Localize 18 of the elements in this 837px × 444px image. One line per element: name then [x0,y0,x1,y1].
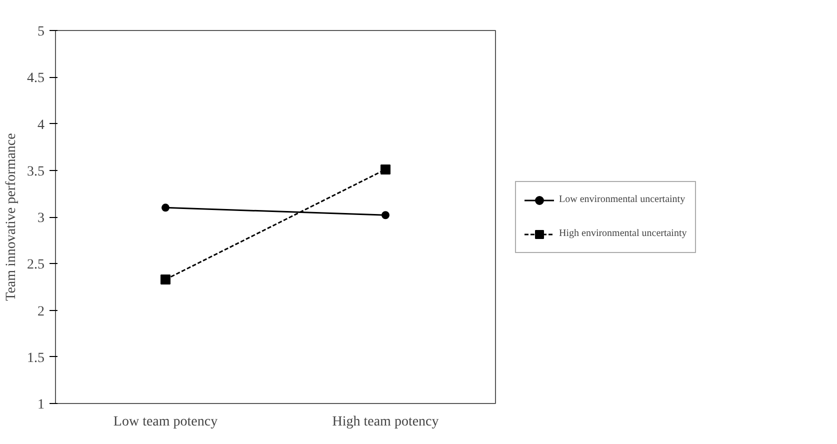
point [162,204,170,212]
y-axis-title: Team innovative performance [4,133,19,301]
y-tick-label: 4 [38,118,44,133]
legend-label: Low environmental uncertainty [559,194,686,205]
point [382,211,390,220]
y-tick-label: 1.5 [27,350,44,366]
y-tick-label: 3.5 [27,164,44,180]
point [160,274,170,284]
x-tick-label: Low team potency [113,414,218,430]
y-tick-label: 1 [38,398,44,412]
y-tick-label: 2 [38,304,44,320]
y-tick-label: 3 [38,211,44,226]
y-tick-label: 5 [38,24,44,40]
legend-label: High environmental uncertainty [559,228,687,239]
x-tick-label: High team potency [332,414,439,430]
point [380,164,390,174]
y-tick-label: 2.5 [27,258,44,273]
y-tick-label: 4.5 [27,71,44,86]
